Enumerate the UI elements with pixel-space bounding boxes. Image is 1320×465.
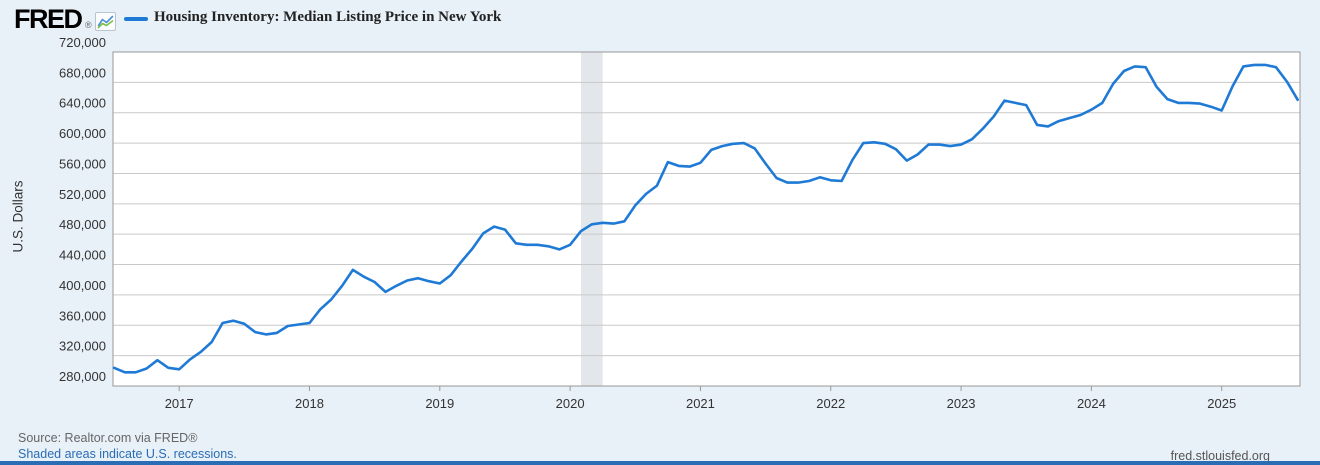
x-tick-label: 2022	[816, 396, 845, 411]
y-tick-label: 360,000	[59, 308, 106, 323]
y-tick-label: 440,000	[59, 248, 106, 263]
fred-logo-registered-mark: ®	[85, 20, 92, 30]
bottom-accent-bar	[0, 461, 1320, 465]
y-tick-label: 400,000	[59, 278, 106, 293]
y-tick-label: 640,000	[59, 96, 106, 111]
series-title-link[interactable]: Housing Inventory: Median Listing Price …	[154, 9, 502, 25]
x-tick-label: 2023	[947, 396, 976, 411]
y-tick-label: 280,000	[59, 369, 106, 384]
legend-line-swatch	[124, 17, 148, 21]
y-tick-label: 560,000	[59, 156, 106, 171]
y-tick-label: 720,000	[59, 35, 106, 50]
recession-note-link[interactable]: Shaded areas indicate U.S. recessions.	[18, 447, 237, 461]
plot-border	[112, 51, 1301, 387]
x-tick-label: 2021	[686, 396, 715, 411]
y-tick-label: 480,000	[59, 217, 106, 232]
y-tick-label: 600,000	[59, 126, 106, 141]
y-tick-label: 680,000	[59, 65, 106, 80]
fred-site-link[interactable]: fred.stlouisfed.org	[1170, 449, 1270, 463]
source-note: Source: Realtor.com via FRED®	[18, 431, 198, 445]
x-tick-label: 2018	[295, 396, 324, 411]
fred-logo[interactable]: FRED	[14, 4, 83, 34]
x-tick-label: 2019	[425, 396, 454, 411]
x-tick-label: 2024	[1077, 396, 1106, 411]
y-tick-label: 320,000	[59, 339, 106, 354]
fred-logo-chart-icon	[95, 12, 116, 31]
x-tick-label: 2017	[165, 396, 194, 411]
y-tick-label: 520,000	[59, 187, 106, 202]
x-tick-label: 2020	[556, 396, 585, 411]
x-tick-label: 2025	[1207, 396, 1236, 411]
recession-band	[580, 52, 603, 386]
y-axis-title: U.S. Dollars	[10, 180, 26, 253]
series-line	[112, 63, 1299, 374]
plot-background	[113, 52, 1300, 386]
